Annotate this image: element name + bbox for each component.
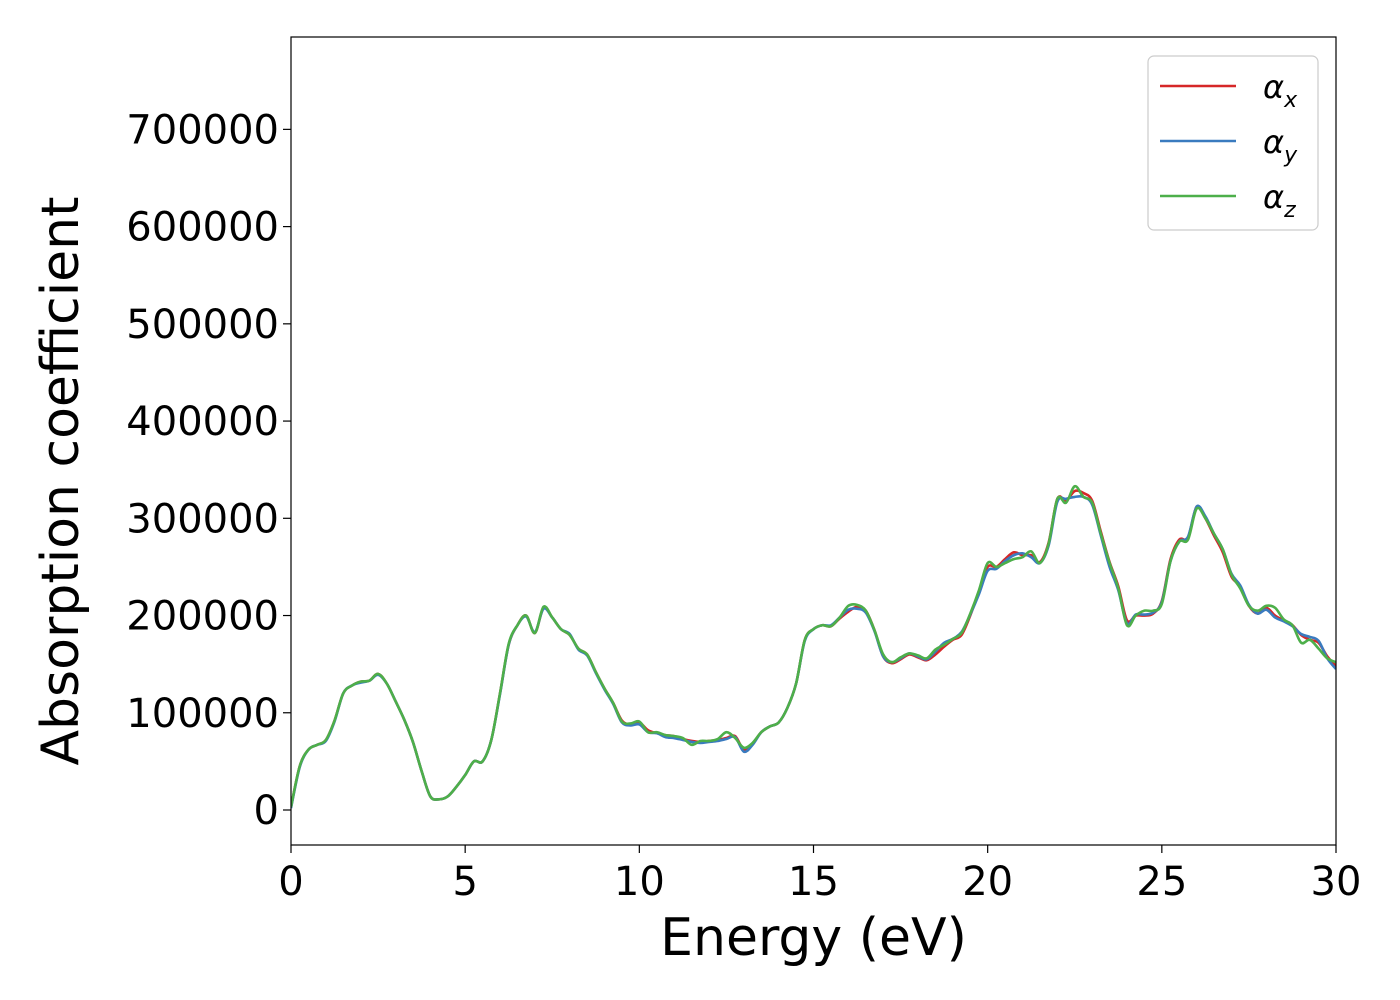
series-line-x	[291, 489, 1336, 808]
y-tick-label: 100000	[126, 691, 279, 737]
y-tick-label: 500000	[126, 302, 279, 348]
x-tick-label: 25	[1136, 859, 1187, 905]
legend-label-x: αx	[1263, 68, 1298, 113]
x-tick-label: 30	[1311, 859, 1362, 905]
y-tick-label: 400000	[126, 399, 279, 445]
legend: αx αy αz	[1147, 55, 1319, 231]
y-tick-label: 200000	[126, 594, 279, 640]
legend-label-y: αy	[1263, 123, 1298, 168]
x-axis-title: Energy (eV)	[660, 908, 967, 968]
series-layer	[291, 484, 1336, 809]
y-axis: 0 100000 200000 300000 400000 500000 600000 700…	[126, 107, 291, 834]
y-tick-label: 700000	[126, 107, 279, 153]
y-tick-label: 0	[254, 788, 279, 834]
x-tick-label: 0	[278, 859, 303, 905]
y-tick-label: 600000	[126, 205, 279, 251]
y-tick-label: 300000	[126, 496, 279, 542]
x-tick-label: 5	[452, 859, 477, 905]
x-tick-label: 20	[962, 859, 1013, 905]
x-tick-label: 15	[788, 859, 839, 905]
series-line-z	[291, 484, 1336, 808]
x-tick-label: 10	[614, 859, 665, 905]
legend-label-z: αz	[1263, 178, 1296, 223]
x-axis: 0 5 10 15 20 25 30	[278, 845, 1361, 905]
y-axis-title: Absorption coefficient	[31, 196, 91, 765]
legend-box	[1147, 55, 1319, 231]
